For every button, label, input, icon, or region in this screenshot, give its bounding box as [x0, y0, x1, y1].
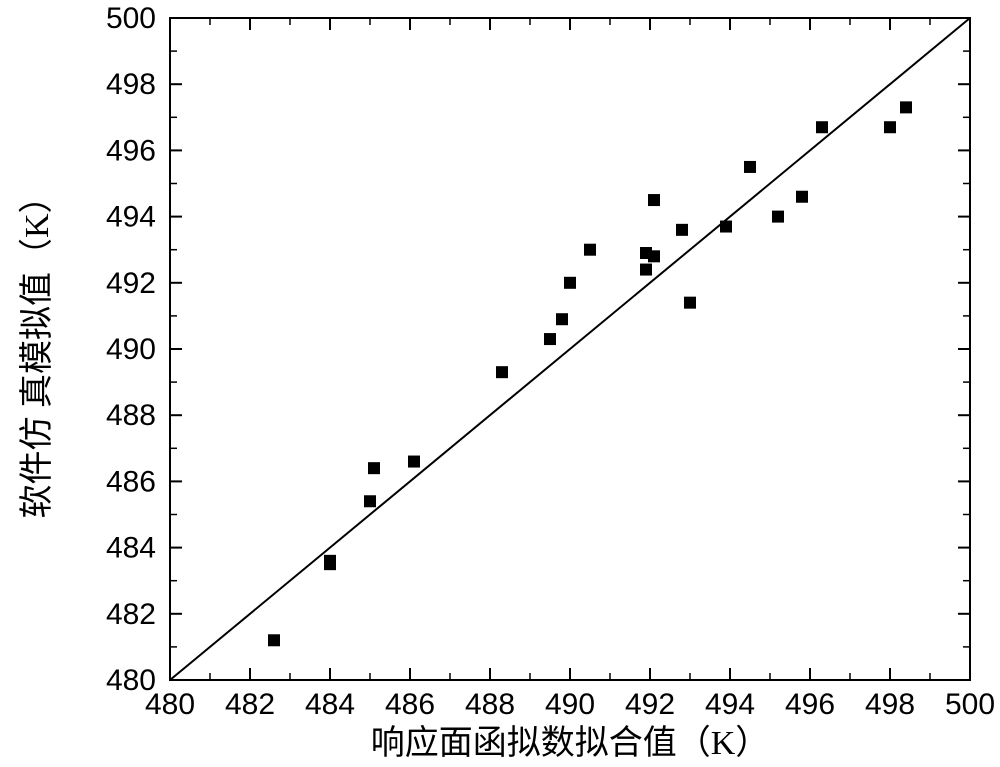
svg-text:500: 500 — [106, 2, 156, 35]
svg-text:响应面函拟数拟合值（K）: 响应面函拟数拟合值（K） — [371, 724, 770, 762]
svg-text:484: 484 — [305, 688, 355, 721]
svg-text:490: 490 — [545, 688, 595, 721]
svg-text:482: 482 — [225, 688, 275, 721]
chart-svg: 4804824844864884904924944964985004804824… — [0, 0, 1000, 767]
svg-text:492: 492 — [106, 267, 156, 300]
svg-text:498: 498 — [106, 68, 156, 101]
svg-text:490: 490 — [106, 333, 156, 366]
svg-text:486: 486 — [385, 688, 435, 721]
scatter-chart: 4804824844864884904924944964985004804824… — [0, 0, 1000, 767]
svg-text:488: 488 — [465, 688, 515, 721]
svg-text:480: 480 — [106, 664, 156, 697]
svg-text:496: 496 — [785, 688, 835, 721]
svg-text:500: 500 — [945, 688, 995, 721]
svg-text:496: 496 — [106, 134, 156, 167]
svg-text:498: 498 — [865, 688, 915, 721]
svg-text:484: 484 — [106, 532, 156, 565]
svg-text:486: 486 — [106, 465, 156, 498]
svg-text:492: 492 — [625, 688, 675, 721]
svg-text:494: 494 — [705, 688, 755, 721]
svg-text:软件仿 真模拟值（K）: 软件仿 真模拟值（K） — [18, 179, 56, 518]
svg-text:482: 482 — [106, 598, 156, 631]
svg-text:494: 494 — [106, 201, 156, 234]
svg-text:488: 488 — [106, 399, 156, 432]
